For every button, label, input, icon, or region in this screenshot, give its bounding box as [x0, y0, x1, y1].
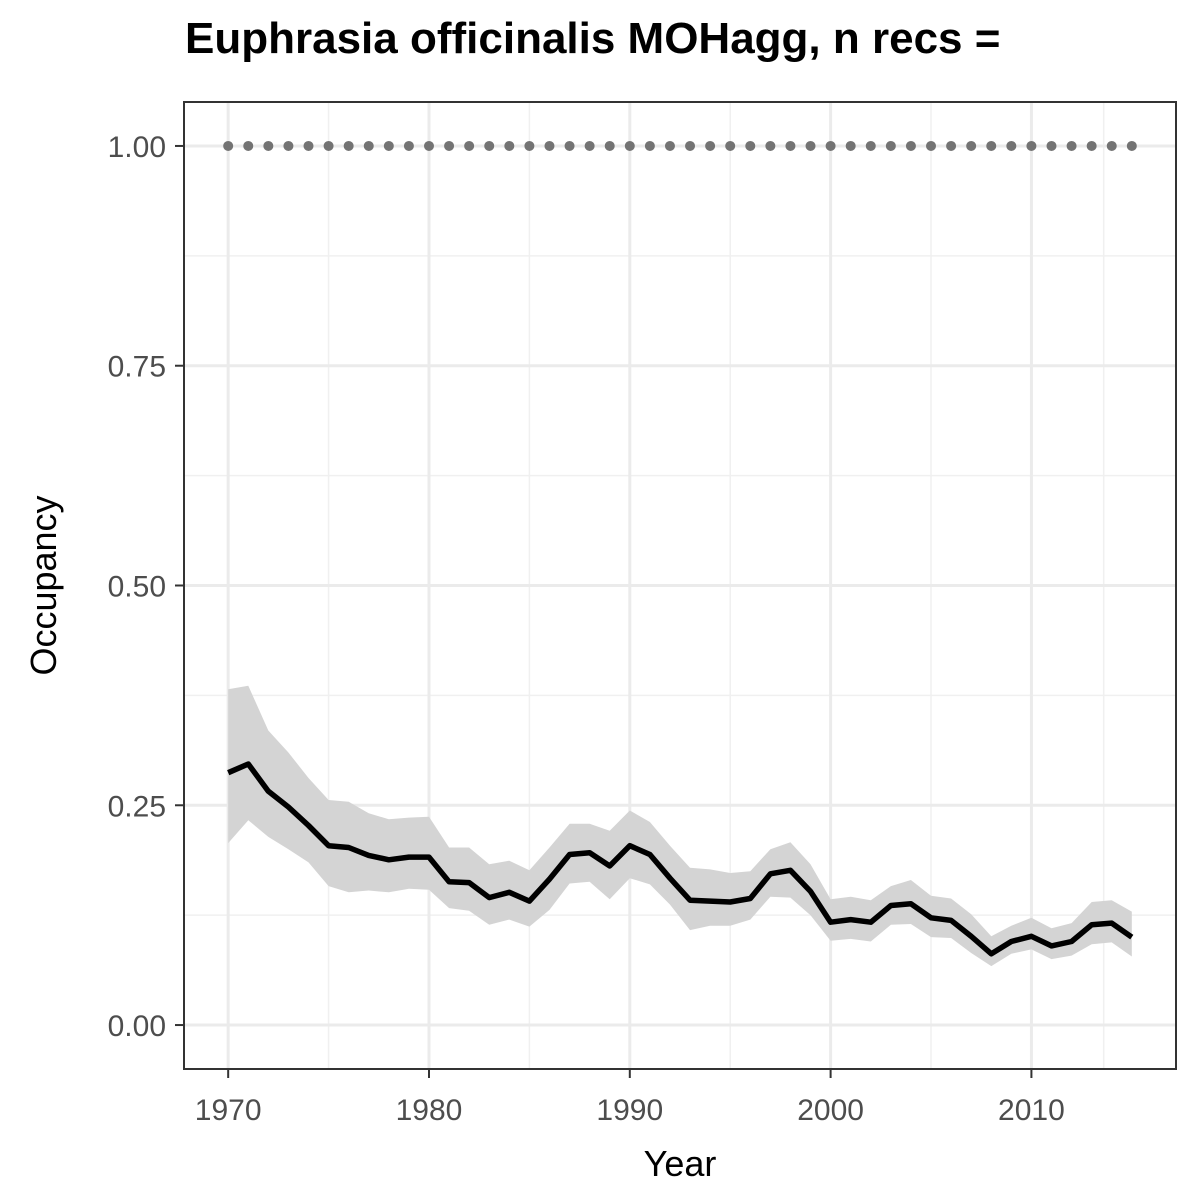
observed-point — [745, 140, 756, 151]
observed-point — [1106, 140, 1117, 151]
occupancy-line-layer — [227, 761, 1134, 957]
y-tick-label: 0.50 — [108, 571, 166, 604]
observed-point — [785, 140, 796, 151]
observed-point — [926, 140, 937, 151]
observed-point — [805, 140, 816, 151]
observed-point — [263, 140, 274, 151]
observed-points-layer — [223, 140, 1137, 151]
observed-point — [403, 140, 414, 151]
y-tick-label: 0.75 — [108, 351, 166, 384]
observed-point — [564, 140, 575, 151]
observed-point — [644, 140, 655, 151]
y-tick-label: 0.25 — [108, 790, 166, 823]
observed-point — [604, 140, 615, 151]
x-tick-label: 1990 — [596, 1094, 663, 1127]
confidence-ribbon — [228, 685, 1132, 967]
observed-point — [423, 140, 434, 151]
observed-point — [765, 140, 776, 151]
observed-point — [1086, 140, 1097, 151]
observed-point — [1046, 140, 1057, 151]
observed-point — [484, 140, 495, 151]
observed-point — [303, 140, 314, 151]
observed-point — [685, 140, 696, 151]
observed-point — [966, 140, 977, 151]
observed-point — [624, 140, 635, 151]
x-tick-label: 2000 — [797, 1094, 864, 1127]
y-tick-label: 1.00 — [108, 131, 166, 164]
y-axis-ticks: 0.00 0.25 0.50 0.75 1.00 — [108, 131, 184, 1043]
observed-point — [283, 140, 294, 151]
observed-point — [865, 140, 876, 151]
observed-point — [323, 140, 334, 151]
observed-point — [343, 140, 354, 151]
x-tick-label: 2010 — [998, 1094, 1065, 1127]
observed-point — [986, 140, 997, 151]
y-axis-title: Occupancy — [23, 495, 64, 675]
observed-point — [464, 140, 475, 151]
observed-point — [544, 140, 555, 151]
observed-point — [725, 140, 736, 151]
observed-point — [363, 140, 374, 151]
occupancy-line — [227, 761, 1134, 957]
observed-point — [1006, 140, 1017, 151]
chart-title: Euphrasia officinalis MOHagg, n recs = — [185, 14, 1001, 63]
observed-point — [223, 140, 234, 151]
x-tick-label: 1980 — [396, 1094, 463, 1127]
x-axis-title: Year — [644, 1143, 717, 1184]
x-axis-ticks: 1970 1980 1990 2000 2010 — [195, 1069, 1065, 1127]
observed-point — [705, 140, 716, 151]
observed-point — [664, 140, 675, 151]
observed-point — [444, 140, 455, 151]
observed-point — [825, 140, 836, 151]
observed-point — [524, 140, 535, 151]
observed-point — [905, 140, 916, 151]
observed-point — [946, 140, 957, 151]
x-tick-label: 1970 — [195, 1094, 262, 1127]
y-tick-label: 0.00 — [108, 1010, 166, 1043]
observed-point — [885, 140, 896, 151]
observed-point — [845, 140, 856, 151]
confidence-ribbon-layer — [228, 685, 1132, 967]
observed-point — [243, 140, 254, 151]
observed-point — [1026, 140, 1037, 151]
observed-point — [1066, 140, 1077, 151]
observed-point — [504, 140, 515, 151]
observed-point — [584, 140, 595, 151]
observed-point — [383, 140, 394, 151]
observed-point — [1126, 140, 1137, 151]
